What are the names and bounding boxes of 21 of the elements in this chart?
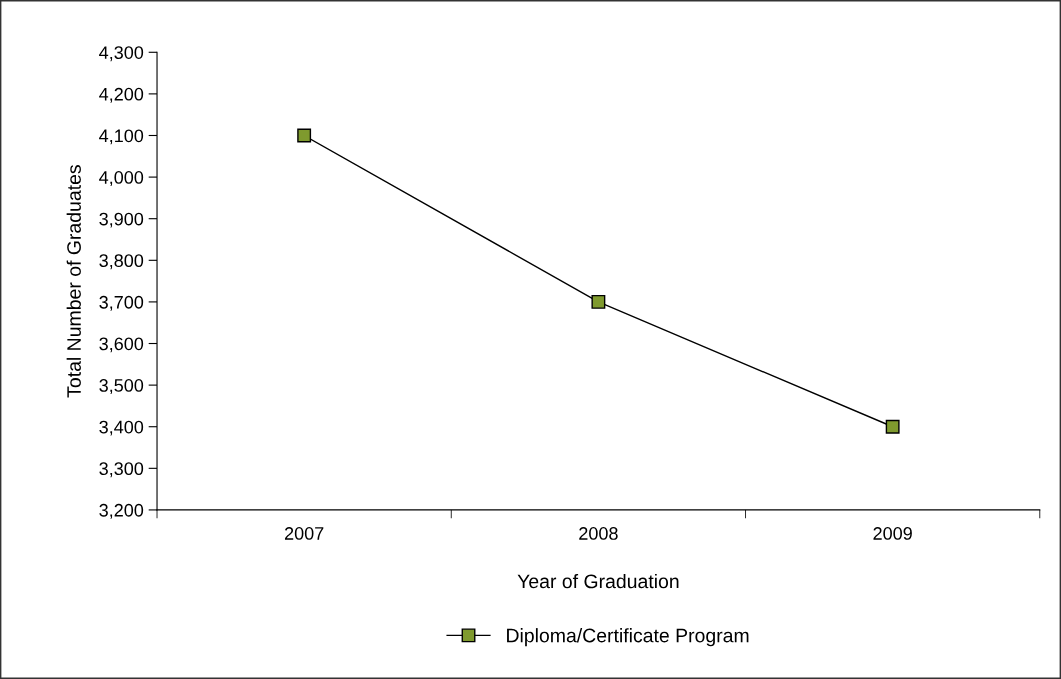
y-tick-label: 3,400 <box>99 420 144 436</box>
y-tick-label: 3,300 <box>99 462 144 478</box>
y-tick-label: 4,100 <box>99 129 144 145</box>
x-tick-label: 2008 <box>579 527 618 540</box>
y-tick-label: 4,300 <box>99 46 144 62</box>
point <box>591 294 606 309</box>
x-tick-label: 2009 <box>873 527 912 540</box>
y-tick-label: 3,200 <box>99 503 144 519</box>
y-tick-label: 3,500 <box>99 379 144 394</box>
legend-label: Diploma/Certificate Program <box>507 628 749 647</box>
y-tick-label: 3,700 <box>99 295 144 311</box>
x-tick-label: 2007 <box>284 527 324 540</box>
y-tick-label: 3,900 <box>99 212 144 228</box>
y-tick-label: 4,200 <box>99 87 144 103</box>
x-axis-title: Year of Graduation <box>517 573 679 589</box>
y-tick-label: 3,600 <box>99 337 144 353</box>
y-axis-title: Total Number of Graduates <box>66 165 81 398</box>
y-tick-label: 4,000 <box>99 171 144 186</box>
point <box>297 128 312 143</box>
y-tick-label: 3,800 <box>99 254 144 270</box>
point <box>885 419 900 434</box>
